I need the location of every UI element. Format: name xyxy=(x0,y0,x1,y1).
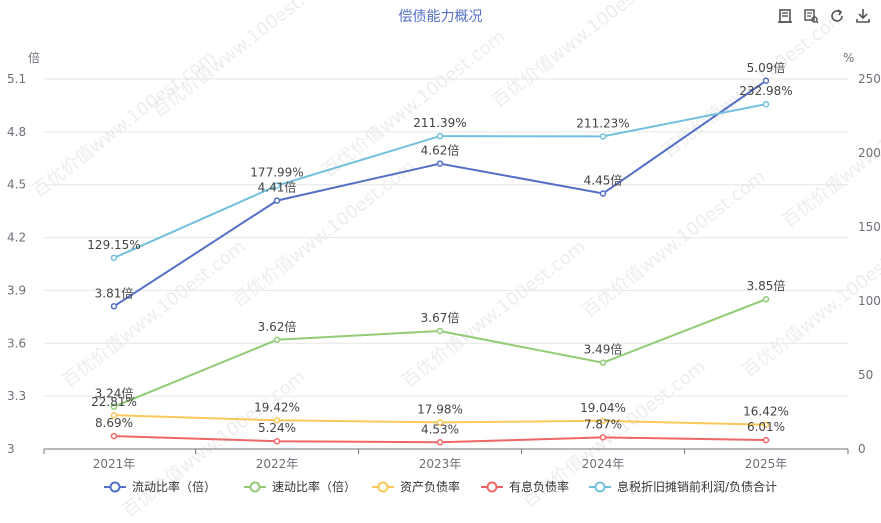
x-tick-label: 2021年 xyxy=(93,457,136,471)
data-label: 3.85倍 xyxy=(747,278,786,293)
legend-swatch-marker xyxy=(109,481,121,493)
data-label: 6.01% xyxy=(747,420,785,434)
data-label: 3.24倍 xyxy=(95,386,134,401)
chart-title: 偿债能力概况 xyxy=(398,9,483,25)
data-label: 177.99% xyxy=(250,166,303,180)
data-label: 8.69% xyxy=(95,416,133,430)
data-label: 7.87% xyxy=(584,417,622,431)
data-point xyxy=(436,419,444,426)
data-point xyxy=(273,417,281,424)
data-view-icon[interactable] xyxy=(775,6,795,26)
data-point xyxy=(762,100,770,108)
data-point xyxy=(599,190,607,197)
legend-item-label: 速动比率（倍） xyxy=(272,479,356,494)
data-label: 3.49倍 xyxy=(584,342,623,357)
data-point xyxy=(273,182,281,189)
y-left-tick-label: 3 xyxy=(7,442,15,456)
data-label: 129.15% xyxy=(87,238,140,252)
data-point xyxy=(436,327,444,335)
legend-item-label: 息税折旧摊销前利润/负债合计 xyxy=(617,479,777,494)
data-label: 5.09倍 xyxy=(747,60,786,75)
x-tick-label: 2023年 xyxy=(419,457,462,471)
data-point xyxy=(436,132,444,140)
data-point xyxy=(762,436,770,444)
data-label: 211.23% xyxy=(576,116,629,130)
y-right-tick-label: 0 xyxy=(858,442,866,456)
y-left-tick-label: 5.1 xyxy=(7,72,26,86)
legend-swatch-marker xyxy=(377,481,389,493)
restore-icon[interactable] xyxy=(827,6,847,26)
data-point xyxy=(273,336,281,344)
y-left-tick-label: 4.2 xyxy=(7,231,26,245)
y-left-tick-label: 3.6 xyxy=(7,336,26,350)
chart-toolbox xyxy=(775,6,873,26)
data-point xyxy=(110,411,118,419)
data-point xyxy=(273,437,281,445)
data-point xyxy=(110,403,118,410)
data-label: 3.81倍 xyxy=(95,285,134,300)
data-label: 4.41倍 xyxy=(258,180,297,195)
data-label: 4.45倍 xyxy=(584,173,623,188)
data-point xyxy=(599,359,607,366)
download-icon[interactable] xyxy=(853,6,873,26)
y-right-tick-label: 250 xyxy=(858,72,881,86)
y-left-tick-label: 4.8 xyxy=(7,125,26,139)
y-right-unit-label: % xyxy=(843,51,854,65)
data-point xyxy=(762,295,770,303)
x-tick-label: 2024年 xyxy=(582,457,625,471)
data-label: 3.67倍 xyxy=(421,310,460,325)
legend-item-label: 资产负债率 xyxy=(400,479,460,494)
y-left-unit-label: 倍 xyxy=(28,50,40,65)
data-point xyxy=(599,133,607,140)
data-label: 16.42% xyxy=(743,405,789,419)
zoom-icon[interactable] xyxy=(801,6,821,26)
data-label: 4.53% xyxy=(421,422,459,436)
legend-swatch-marker xyxy=(486,481,498,493)
data-label: 3.62倍 xyxy=(258,319,297,334)
data-label: 4.62倍 xyxy=(421,143,460,158)
y-right-tick-label: 200 xyxy=(858,146,881,160)
legend-item-label: 流动比率（倍） xyxy=(132,479,216,494)
y-right-tick-label: 150 xyxy=(858,220,881,234)
data-point xyxy=(599,434,607,441)
y-right-tick-label: 100 xyxy=(858,294,881,308)
y-left-tick-label: 3.9 xyxy=(7,283,26,297)
x-tick-label: 2022年 xyxy=(256,457,299,471)
data-point xyxy=(110,432,118,440)
data-point xyxy=(762,77,770,85)
data-label: 22.81% xyxy=(91,395,137,409)
data-label: 17.98% xyxy=(417,402,463,416)
data-point xyxy=(273,197,281,204)
series-line-1 xyxy=(113,79,767,308)
data-point xyxy=(436,439,444,446)
y-left-tick-label: 3.3 xyxy=(7,389,26,403)
data-point xyxy=(110,254,118,262)
y-right-tick-label: 50 xyxy=(858,368,873,382)
data-label: 5.24% xyxy=(258,421,296,435)
data-point xyxy=(436,160,444,167)
chart-canvas: 3 3.3 3.6 3.9 4.2 4.5 4.8 5.1 0 50 100 150 200 250 倍 % 2… xyxy=(7,50,881,494)
data-point xyxy=(762,421,770,428)
x-tick-label: 2025年 xyxy=(745,457,788,471)
data-point xyxy=(599,417,607,425)
data-label: 232.98% xyxy=(739,84,792,98)
y-left-tick-label: 4.5 xyxy=(7,178,26,192)
data-label: 19.04% xyxy=(580,401,626,415)
legend-swatch-marker xyxy=(594,481,606,493)
legend-item-label: 有息负债率 xyxy=(509,479,569,494)
legend-swatch-marker xyxy=(249,481,261,493)
data-point xyxy=(110,303,118,310)
data-label: 211.39% xyxy=(413,116,466,130)
data-label: 19.42% xyxy=(254,400,300,414)
